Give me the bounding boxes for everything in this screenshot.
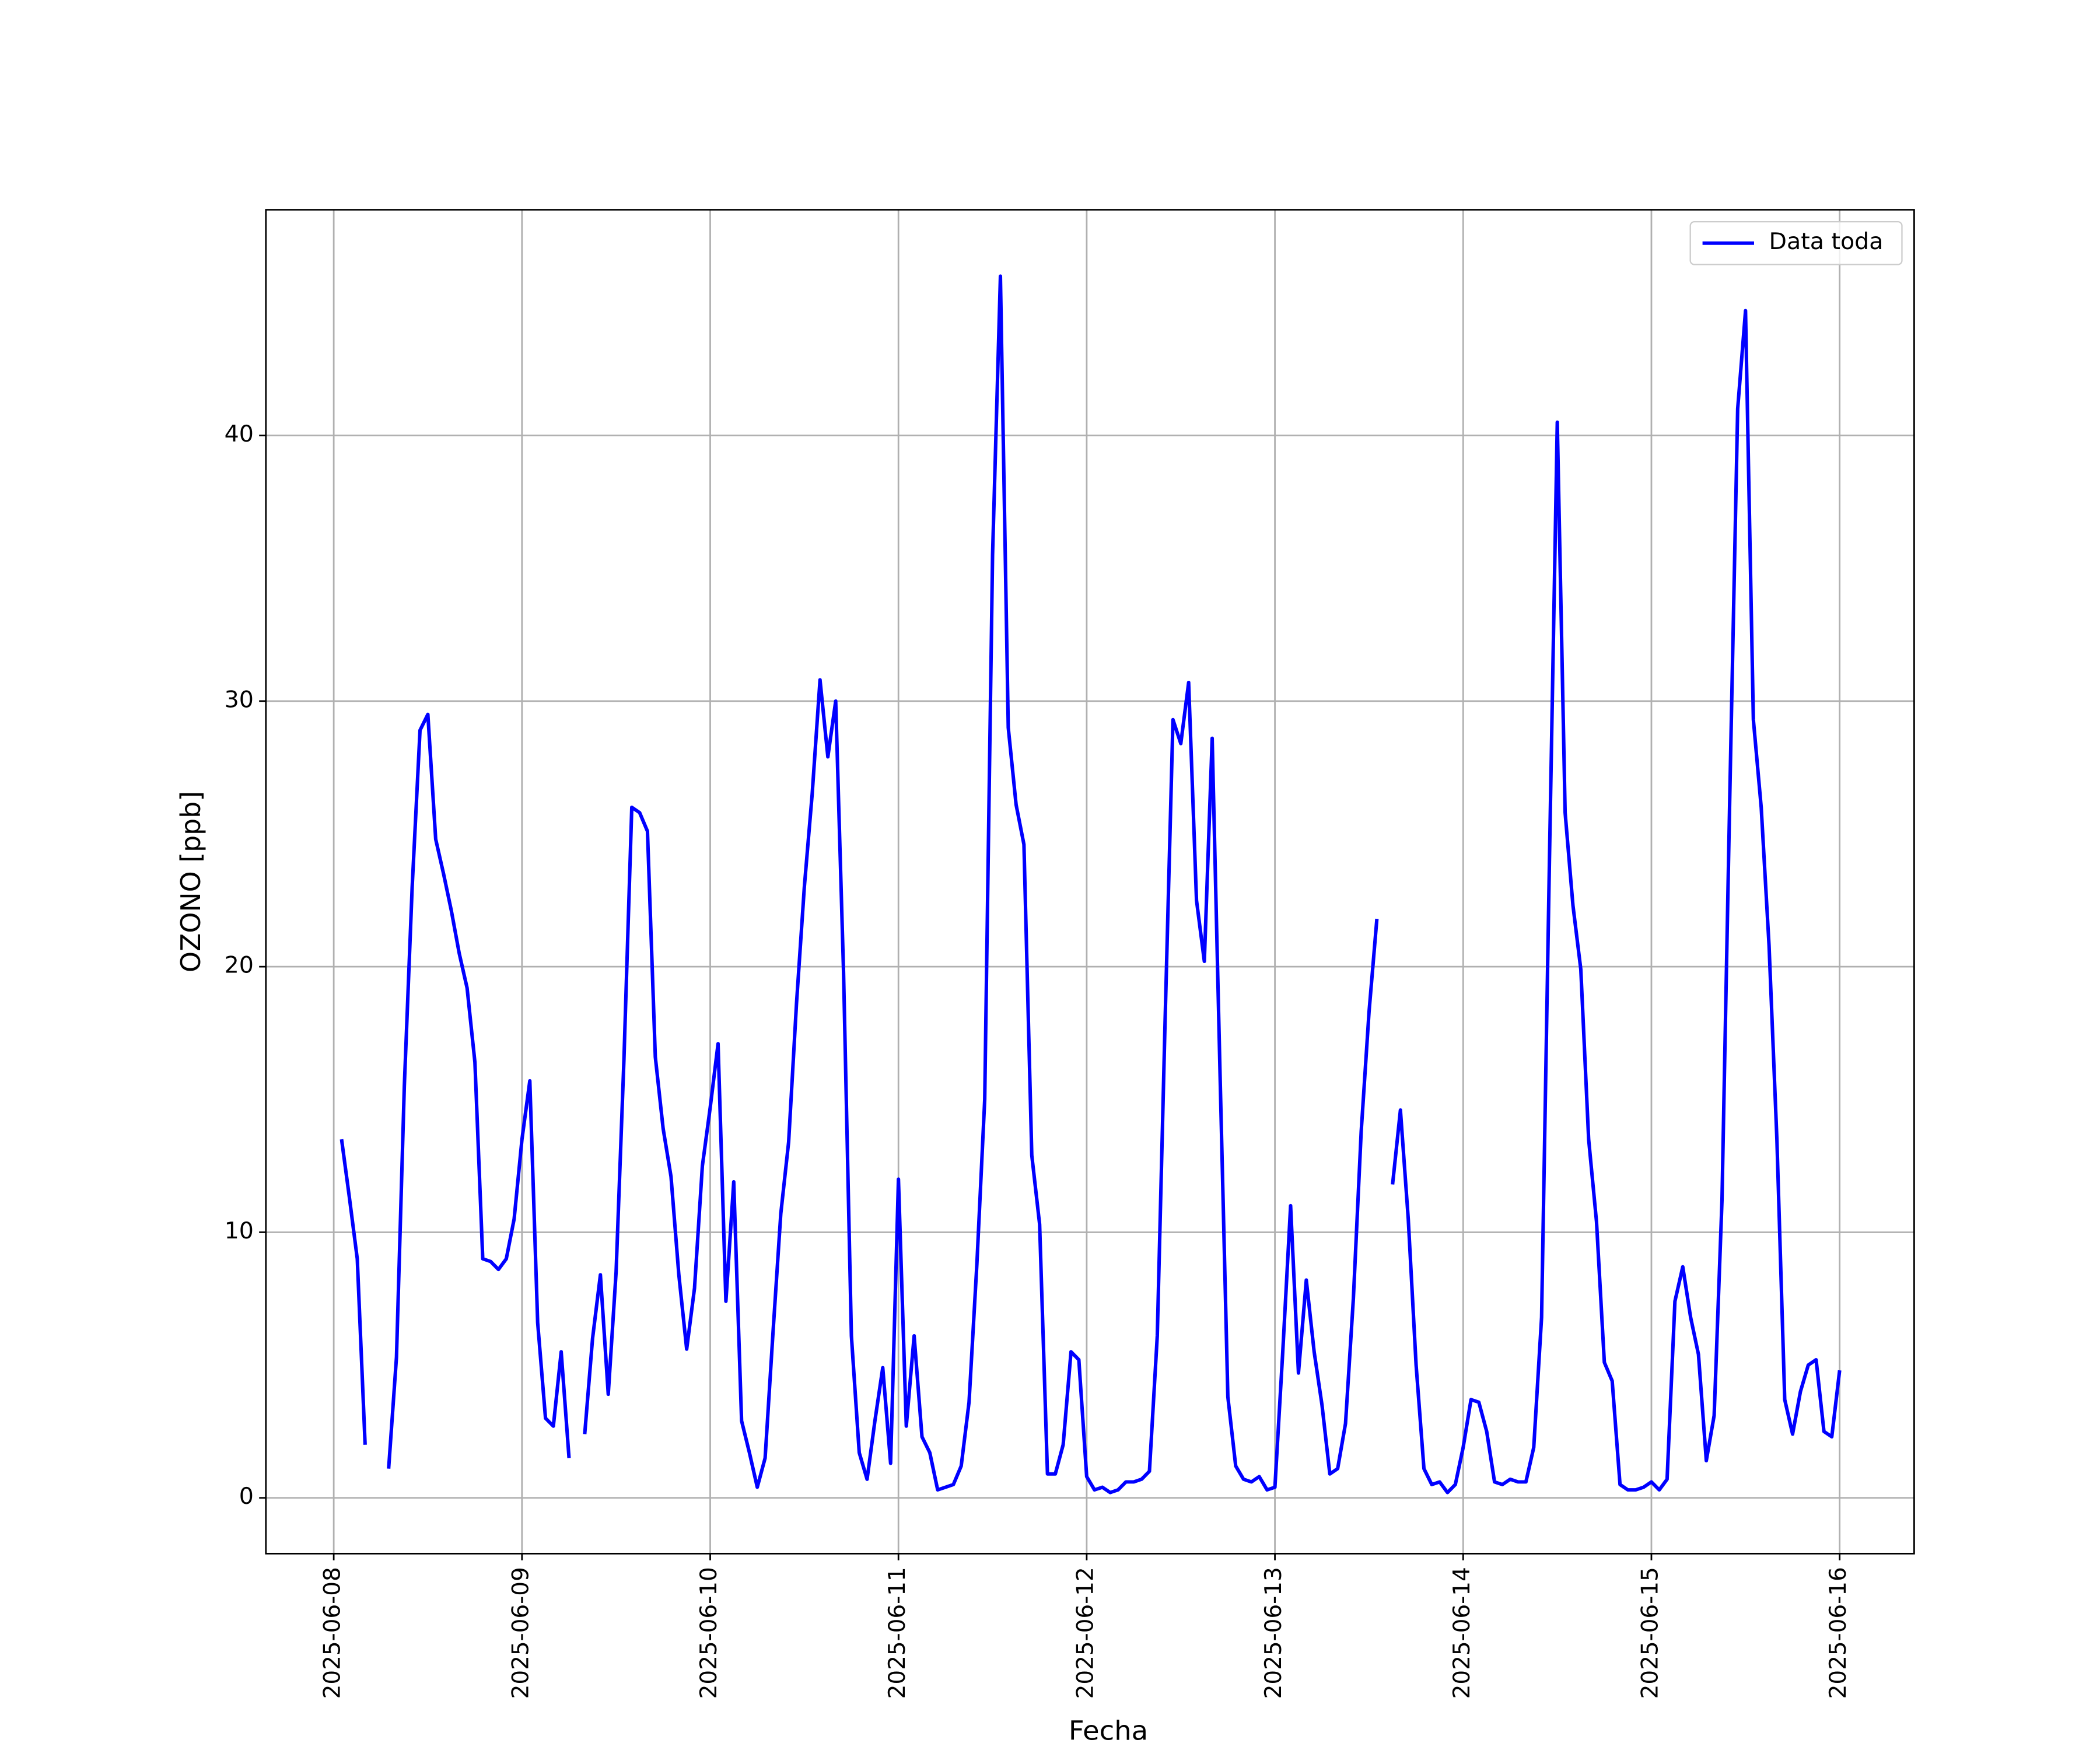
- x-axis-label: Fecha: [1069, 1715, 1148, 1746]
- y-tick-label: 20: [225, 953, 254, 979]
- legend-label: Data toda: [1769, 229, 1884, 255]
- x-tick-label: 2025-06-08: [319, 1567, 345, 1699]
- legend-box: [1689, 221, 1903, 265]
- x-tick-label: 2025-06-14: [1449, 1567, 1475, 1699]
- grid: [265, 209, 1915, 1554]
- y-tick-label: 40: [225, 421, 254, 447]
- plot-area: [340, 274, 1842, 1494]
- data-line: [340, 274, 1842, 1494]
- x-tick-label: 2025-06-15: [1637, 1567, 1663, 1699]
- y-tick-label: 10: [225, 1218, 254, 1244]
- x-tick-label: 2025-06-10: [696, 1567, 722, 1699]
- x-tick-label: 2025-06-16: [1825, 1567, 1852, 1699]
- x-tick-label: 2025-06-11: [884, 1567, 911, 1699]
- y-tick-label: 30: [225, 687, 254, 713]
- x-tick-label: 2025-06-12: [1072, 1567, 1098, 1699]
- x-tick-label: 2025-06-09: [508, 1567, 534, 1699]
- y-axis-label: OZONO [ppb]: [174, 791, 206, 972]
- legend: Data toda: [1689, 221, 1903, 265]
- x-tick-label: 2025-06-13: [1261, 1567, 1287, 1699]
- y-tick-label: 0: [239, 1483, 254, 1510]
- axes-frame: [265, 209, 1915, 1555]
